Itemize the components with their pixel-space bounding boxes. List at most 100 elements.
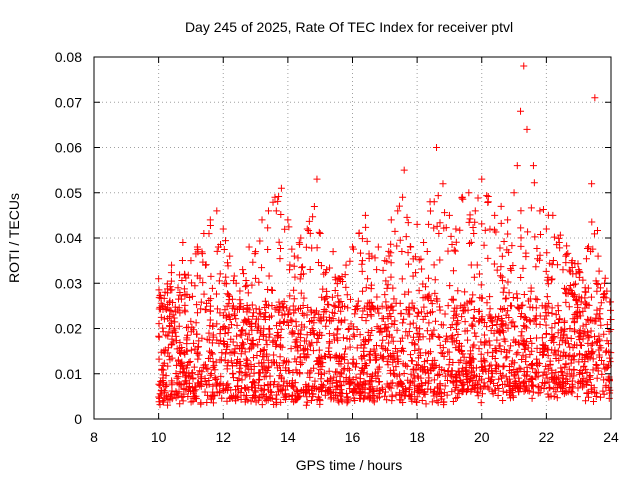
roti-cloud-point	[542, 329, 550, 337]
roti-cloud-point	[468, 322, 476, 330]
roti-point	[510, 189, 518, 197]
roti-cloud-point	[343, 291, 351, 299]
roti-cloud-point	[571, 310, 579, 318]
roti-cloud-point	[183, 336, 191, 344]
roti-cloud-point	[436, 341, 444, 349]
roti-cloud-point	[156, 390, 164, 398]
roti-point	[355, 229, 363, 237]
roti-cloud-point	[463, 299, 471, 307]
roti-cloud-point	[178, 257, 186, 265]
roti-cloud-point	[268, 302, 276, 310]
roti-cloud-point	[360, 351, 368, 359]
roti-cloud-point	[393, 326, 401, 334]
roti-point	[513, 162, 521, 170]
roti-cloud-point	[312, 307, 320, 315]
roti-cloud-point	[294, 387, 302, 395]
roti-cloud-point	[222, 325, 230, 333]
roti-cloud-point	[470, 341, 478, 349]
roti-cloud-point	[180, 368, 188, 376]
roti-cloud-point	[218, 349, 226, 357]
roti-cloud-point	[197, 380, 205, 388]
roti-cloud-point	[451, 247, 459, 255]
roti-cloud-point	[511, 322, 519, 330]
roti-cloud-point	[382, 304, 390, 312]
roti-point	[529, 162, 537, 170]
roti-cloud-point	[411, 253, 419, 261]
roti-cloud-point	[225, 291, 233, 299]
roti-cloud-point	[554, 302, 562, 310]
roti-cloud-point	[303, 393, 311, 401]
roti-point	[313, 175, 321, 183]
roti-cloud-point	[222, 314, 230, 322]
roti-cloud-point	[243, 304, 251, 312]
roti-cloud-point	[559, 332, 567, 340]
roti-cloud-point	[242, 391, 250, 399]
roti-cloud-point	[569, 270, 577, 278]
roti-cloud-point	[223, 259, 231, 267]
roti-cloud-point	[233, 332, 241, 340]
roti-cloud-point	[456, 372, 464, 380]
roti-cloud-point	[529, 388, 537, 396]
roti-cloud-point	[589, 348, 597, 356]
roti-point	[504, 216, 512, 224]
roti-cloud-point	[288, 391, 296, 399]
roti-cloud-point	[515, 374, 523, 382]
roti-cloud-point	[272, 207, 280, 215]
roti-cloud-point	[432, 317, 440, 325]
roti-cloud-point	[530, 179, 538, 187]
roti-cloud-point	[260, 373, 268, 381]
roti-cloud-point	[515, 341, 523, 349]
roti-cloud-point	[448, 240, 456, 248]
roti-cloud-point	[415, 336, 423, 344]
x-tick-label: 12	[215, 429, 231, 445]
roti-cloud-point	[283, 379, 291, 387]
roti-cloud-point	[226, 394, 234, 402]
roti-cloud-point	[486, 225, 494, 233]
roti-cloud-point	[586, 371, 594, 379]
roti-cloud-point	[536, 256, 544, 264]
roti-cloud-point	[330, 373, 338, 381]
roti-cloud-point	[570, 281, 578, 289]
x-axis-label: GPS time / hours	[296, 457, 403, 473]
roti-cloud-point	[309, 347, 317, 355]
roti-cloud-point	[247, 397, 255, 405]
roti-cloud-point	[358, 257, 366, 265]
roti-cloud-point	[367, 378, 375, 386]
roti-cloud-point	[500, 335, 508, 343]
roti-cloud-point	[187, 346, 195, 354]
roti-cloud-point	[587, 341, 595, 349]
roti-cloud-point	[226, 349, 234, 357]
roti-cloud-point	[459, 350, 467, 358]
roti-cloud-point	[456, 340, 464, 348]
roti-cloud-point	[256, 375, 264, 383]
roti-cloud-point	[165, 298, 173, 306]
roti-cloud-point	[433, 222, 441, 230]
roti-cloud-point	[159, 374, 167, 382]
roti-cloud-point	[266, 325, 274, 333]
roti-cloud-point	[541, 345, 549, 353]
roti-cloud-point	[174, 306, 182, 314]
roti-cloud-point	[174, 392, 182, 400]
roti-point	[420, 239, 428, 247]
roti-cloud-point	[164, 392, 172, 400]
roti-cloud-point	[229, 392, 237, 400]
roti-cloud-point	[469, 223, 477, 231]
roti-cloud-point	[577, 312, 585, 320]
roti-cloud-point	[473, 372, 481, 380]
roti-cloud-point	[373, 293, 381, 301]
roti-cloud-point	[553, 376, 561, 384]
x-tick-label: 8	[90, 429, 98, 445]
roti-cloud-point	[296, 330, 304, 338]
roti-cloud-point	[574, 303, 582, 311]
roti-cloud-point	[464, 336, 472, 344]
roti-cloud-point	[425, 274, 433, 282]
roti-cloud-point	[396, 299, 404, 307]
roti-cloud-point	[440, 352, 448, 360]
roti-point	[361, 211, 369, 219]
roti-cloud-point	[425, 220, 433, 228]
roti-cloud-point	[584, 389, 592, 397]
roti-cloud-point	[347, 320, 355, 328]
roti-cloud-point	[440, 224, 448, 232]
roti-cloud-point	[335, 298, 343, 306]
roti-cloud-point	[528, 394, 536, 402]
